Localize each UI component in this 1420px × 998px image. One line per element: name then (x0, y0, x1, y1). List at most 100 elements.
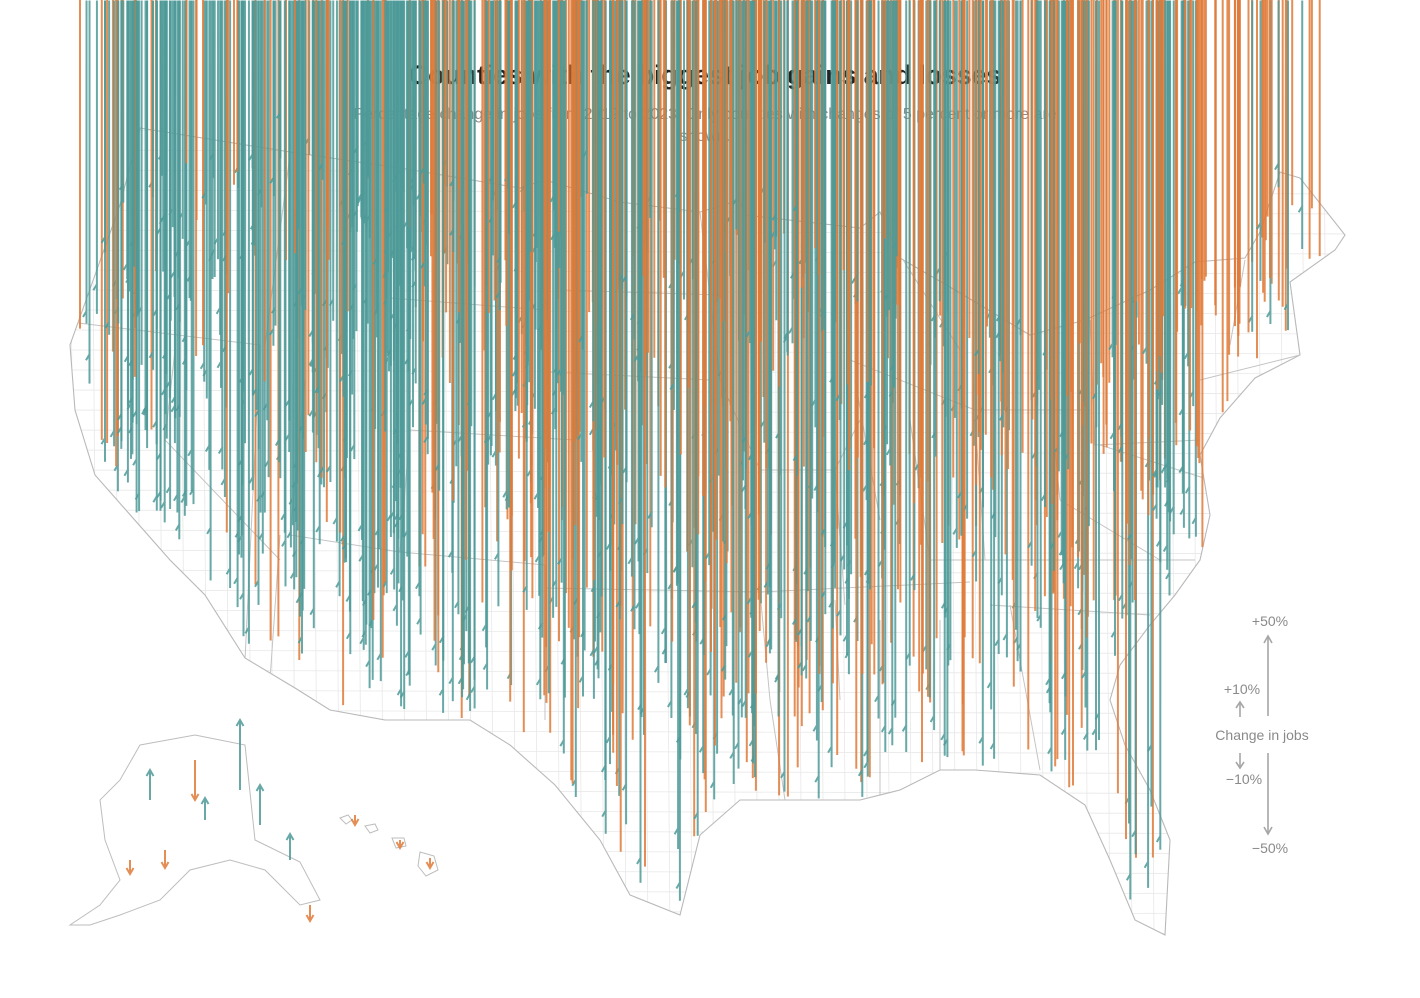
gain-arrow (372, 0, 379, 314)
gain-arrow (630, 0, 636, 630)
gain-arrow (100, 0, 107, 462)
legend-label-minus10: −10% (1226, 771, 1262, 787)
gain-arrow (829, 0, 836, 563)
gain-arrow (276, 0, 282, 159)
gain-arrow (262, 0, 269, 421)
gain-arrow (495, 0, 501, 311)
loss-arrow (425, 858, 435, 870)
gain-arrow (635, 0, 641, 635)
gain-arrow (156, 0, 162, 501)
gain-arrow (318, 0, 324, 180)
gain-arrow (590, 0, 597, 642)
gain-arrow (206, 0, 212, 581)
gain-arrow (1142, 0, 1148, 364)
gain-arrow (399, 0, 406, 709)
gain-arrow (1127, 0, 1133, 560)
gain-arrow (1063, 0, 1070, 470)
gain-arrow (1160, 0, 1167, 488)
gain-arrow (128, 0, 134, 380)
gain-arrow (345, 0, 351, 612)
gain-arrow (1002, 0, 1008, 658)
gain-arrow (580, 0, 586, 651)
gain-arrow (248, 0, 254, 169)
gain-arrow (862, 0, 868, 501)
gain-arrow (494, 0, 500, 607)
gain-arrow (771, 0, 778, 237)
gain-arrow (122, 0, 129, 280)
gain-arrow (672, 0, 678, 586)
change-legend: +50% +10% Change in jobs −10% −50% (1215, 613, 1308, 856)
gain-arrow (759, 0, 766, 443)
gain-arrow (978, 0, 984, 766)
gain-arrow (901, 0, 908, 752)
gain-arrow (180, 0, 186, 516)
gain-arrow (957, 0, 963, 536)
gain-arrow (669, 0, 675, 410)
gain-arrow (237, 0, 244, 486)
gain-arrow (388, 0, 394, 259)
gain-arrow (315, 0, 321, 545)
gain-arrow (1040, 0, 1047, 507)
gain-arrow (300, 0, 307, 310)
gain-arrow (264, 0, 270, 478)
gain-arrow (560, 0, 566, 698)
gain-arrow (989, 0, 996, 759)
gain-arrow (402, 0, 409, 557)
gain-arrow (691, 0, 697, 623)
gain-arrow (511, 0, 518, 399)
gain-arrow (148, 0, 155, 370)
gain-arrow (314, 0, 320, 449)
gain-arrow (132, 0, 138, 513)
gain-arrow (170, 0, 176, 444)
gain-arrow (181, 0, 188, 506)
gain-arrow (434, 0, 441, 491)
gain-arrow (225, 0, 232, 588)
gain-arrow (792, 0, 799, 477)
gain-arrow (240, 0, 247, 444)
gain-arrow (550, 0, 556, 248)
gain-arrow (594, 0, 600, 521)
gain-arrow (1109, 0, 1116, 492)
gain-arrow (1147, 0, 1153, 807)
gain-arrow (780, 0, 786, 792)
gain-arrow (889, 0, 896, 388)
gain-arrow (123, 0, 130, 406)
gain-arrow (145, 768, 155, 800)
gain-arrow (252, 0, 258, 410)
gain-arrow (165, 0, 172, 509)
gain-arrow (578, 0, 584, 350)
gain-arrow (654, 0, 660, 683)
gain-arrow (85, 0, 91, 384)
gain-arrow (748, 0, 755, 764)
gain-arrow (409, 0, 415, 260)
gain-arrow (931, 0, 937, 457)
gain-arrow (431, 0, 437, 666)
gain-arrow (357, 0, 364, 540)
gain-arrow (943, 0, 949, 758)
gain-arrow (397, 0, 403, 476)
gain-arrow (1283, 0, 1290, 331)
gain-arrow (720, 0, 727, 680)
gain-arrow (1057, 0, 1063, 556)
gain-arrow (1177, 0, 1183, 306)
gain-arrow (340, 0, 346, 563)
gain-arrow (551, 0, 558, 413)
gain-arrow (803, 0, 809, 592)
gain-arrow (416, 0, 422, 635)
gain-arrow (576, 0, 583, 462)
gain-arrow (1183, 0, 1190, 367)
gain-arrow (488, 0, 494, 256)
gain-arrow (776, 0, 783, 619)
loss-arrow (395, 840, 405, 850)
gain-arrow (588, 0, 595, 422)
gain-arrow (674, 0, 681, 212)
gain-arrow (160, 0, 166, 523)
gain-arrow (605, 0, 612, 765)
gain-arrow (806, 0, 812, 641)
gain-arrow (189, 0, 195, 505)
gain-arrow (404, 0, 410, 675)
gain-arrow (1274, 0, 1280, 188)
gain-arrow (465, 0, 472, 711)
gain-arrow (349, 0, 356, 460)
county-change-arrows (80, 0, 1321, 923)
